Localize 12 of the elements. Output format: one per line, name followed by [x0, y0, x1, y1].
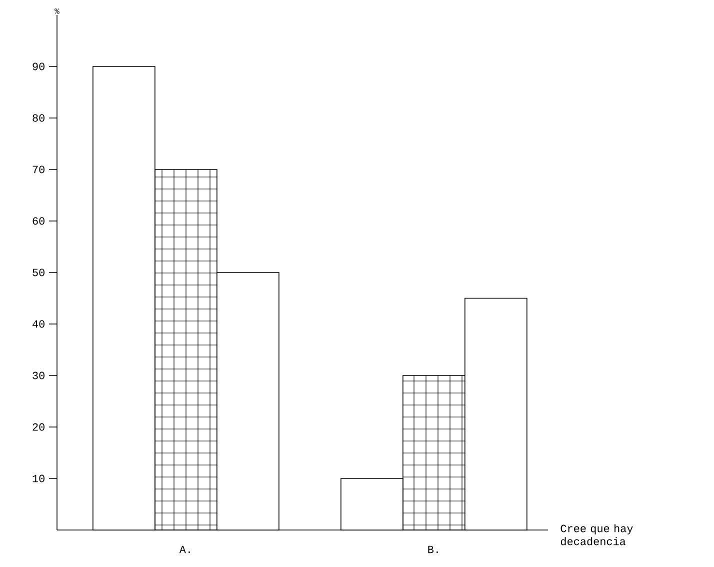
- x-tick-label: B.: [428, 546, 438, 554]
- text: Cree que hay decadencia: [560, 524, 633, 546]
- y-tick-label: 30: [32, 372, 44, 380]
- y-tick-label: 50: [32, 268, 44, 276]
- y-tick-label: 40: [32, 320, 44, 328]
- y-tick-label: 80: [32, 114, 44, 122]
- y-tick-label: 90: [32, 62, 44, 70]
- x-tick-label: A.: [179, 546, 190, 554]
- y-tick-label: 60: [32, 217, 44, 225]
- y-tick-label: 10: [32, 474, 44, 482]
- y-tick-label: 70: [32, 166, 44, 174]
- y-tick-label: 20: [32, 423, 44, 431]
